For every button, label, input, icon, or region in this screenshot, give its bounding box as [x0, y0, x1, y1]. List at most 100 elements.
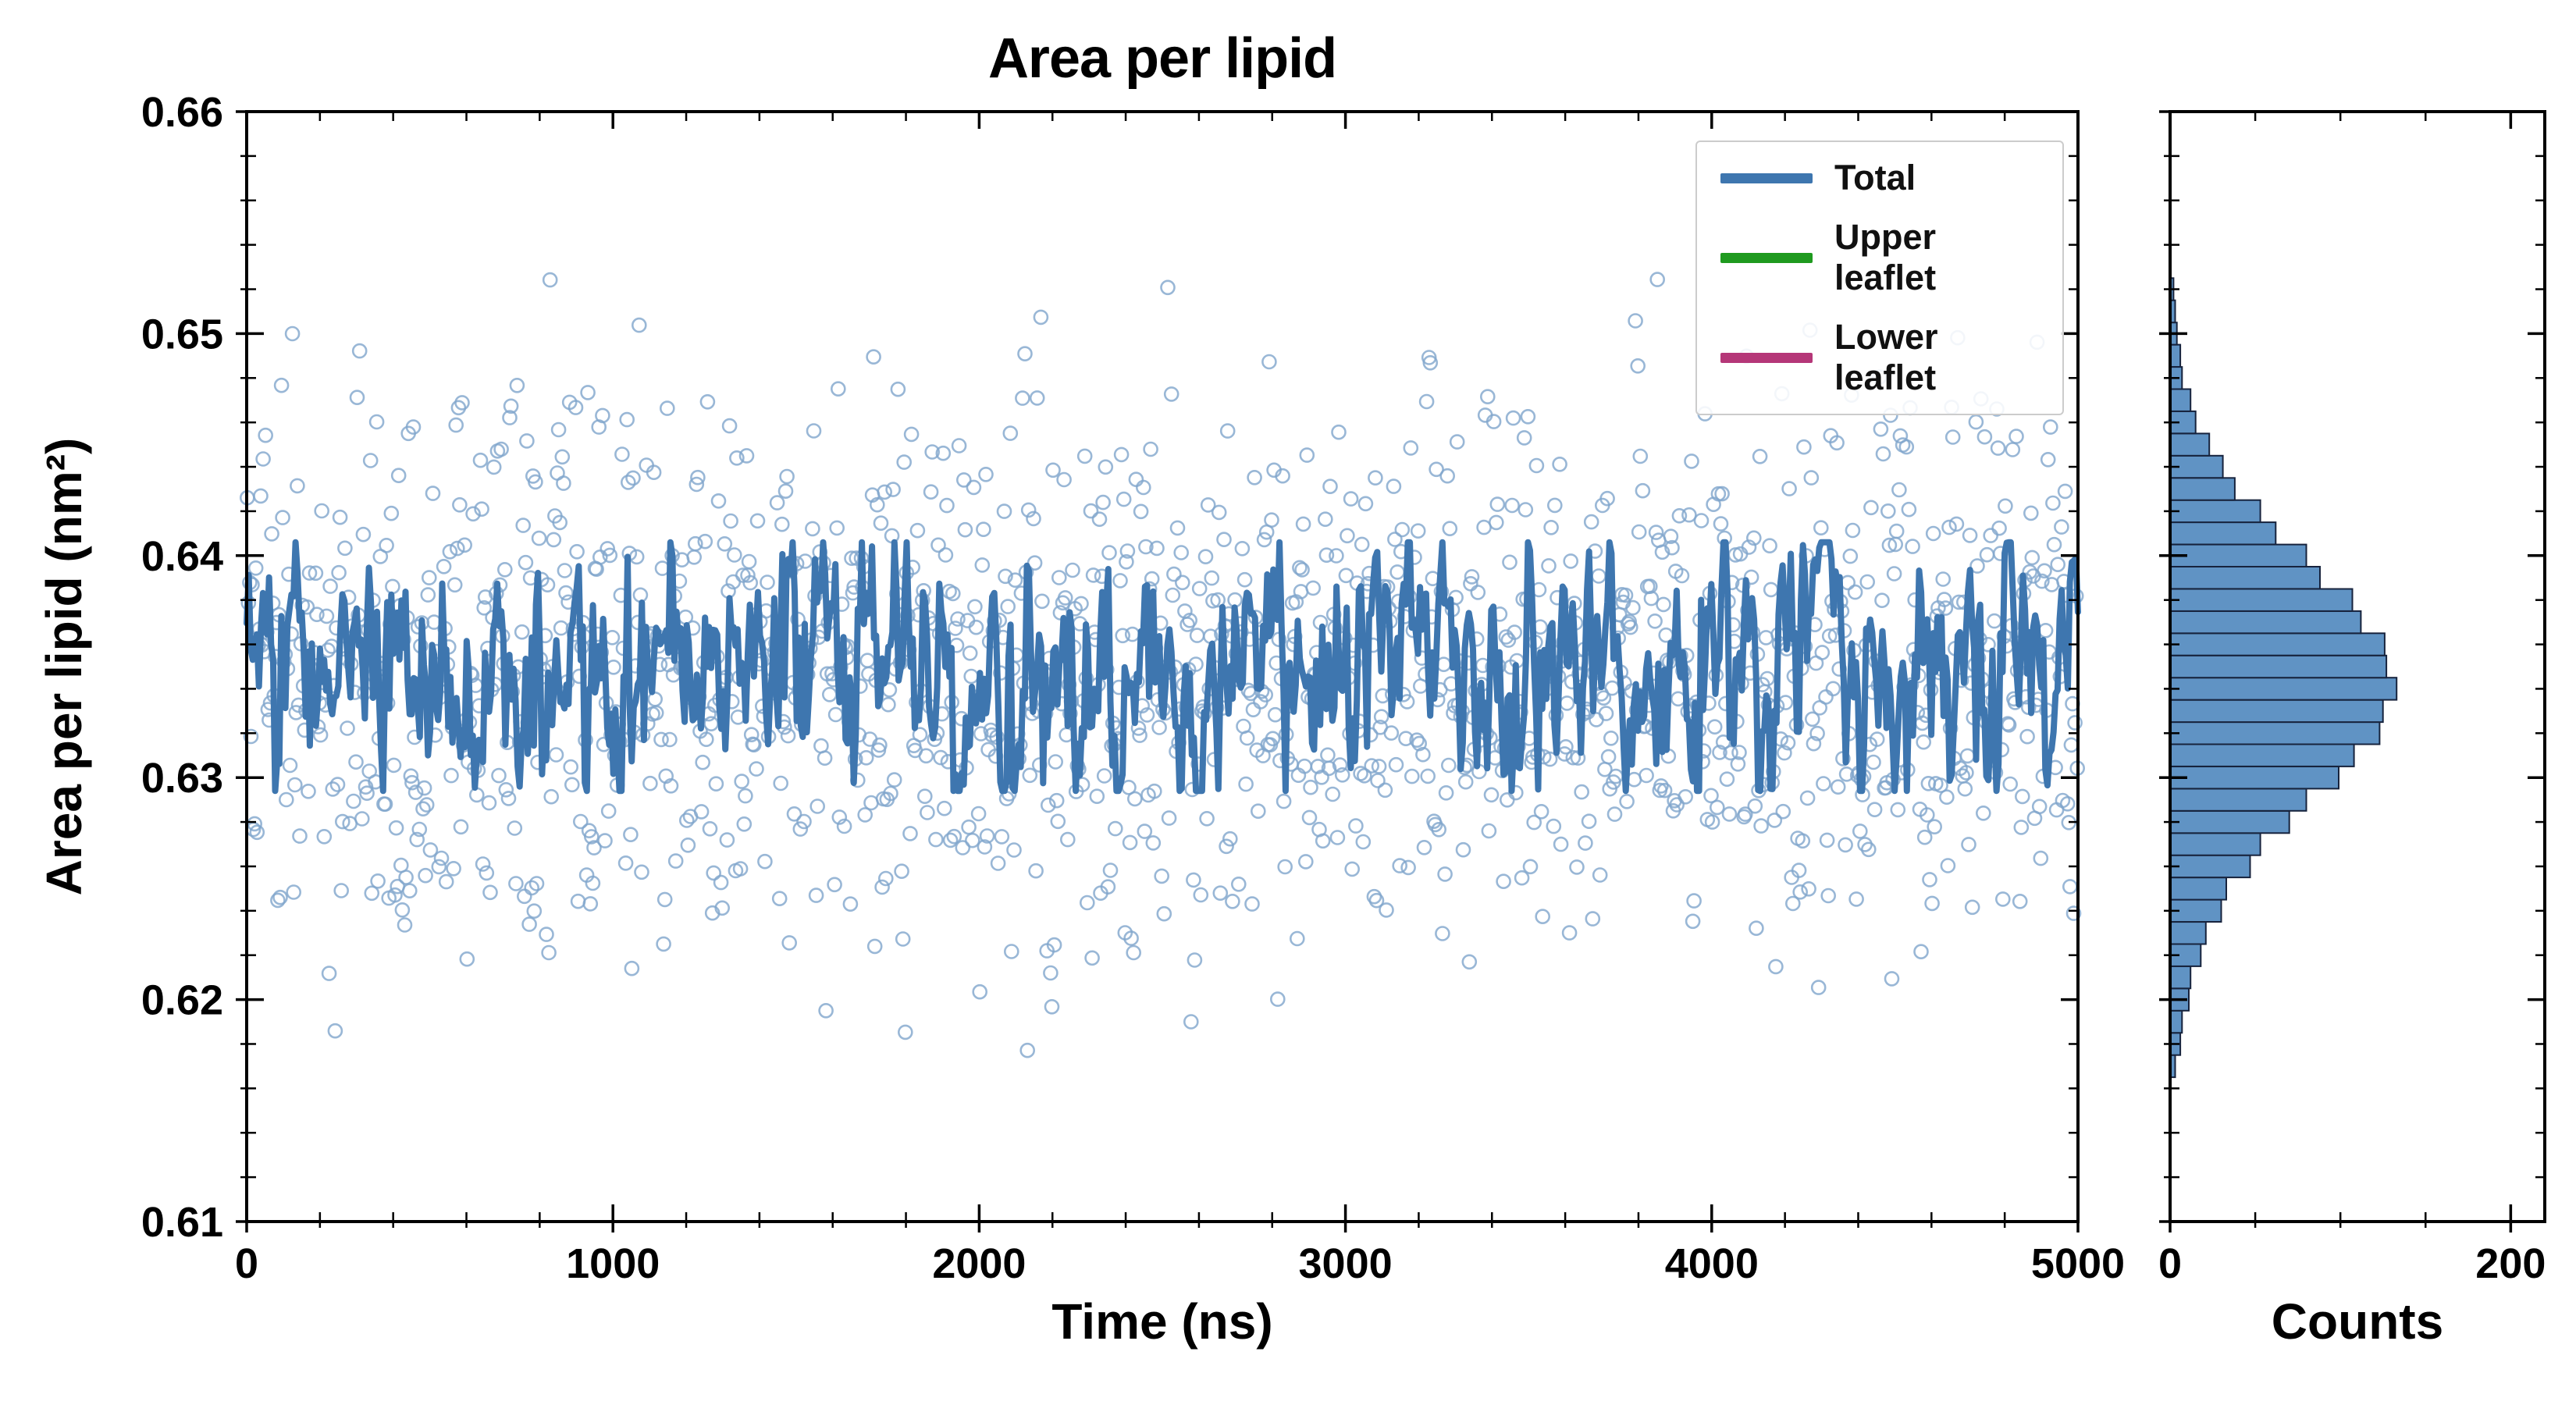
scatter-point [362, 453, 379, 468]
scatter-point [333, 883, 350, 898]
scatter-point [1231, 877, 1247, 892]
scatter-point [2040, 451, 2056, 468]
scatter-point [831, 381, 846, 397]
scatter-point [1553, 836, 1569, 852]
scatter-point [1186, 872, 1201, 888]
scatter-point [663, 777, 679, 794]
scatter-point [531, 530, 547, 546]
scatter-point [965, 832, 980, 848]
scatter-point [449, 540, 465, 557]
scatter-point [1916, 734, 1931, 750]
scatter-point [1017, 346, 1033, 362]
scatter-point [1859, 574, 1875, 590]
scatter-point [1813, 520, 1829, 536]
tick-label: 4000 [1665, 1240, 1759, 1287]
scatter-point [648, 705, 664, 721]
scatter-point [2023, 505, 2039, 521]
tick-label: 0.65 [141, 311, 223, 357]
scatter-point [1073, 596, 1089, 612]
scatter-point [334, 813, 350, 830]
total-line-swatch [1720, 173, 1813, 183]
scatter-point [496, 561, 513, 578]
scatter-point [912, 727, 928, 743]
scatter-point [1686, 893, 1702, 909]
scatter-point [1080, 895, 1095, 911]
scatter-point [1331, 424, 1347, 440]
scatter-point [1600, 749, 1617, 765]
scatter-point [486, 459, 502, 475]
scatter-point [1189, 628, 1205, 643]
scatter-point [639, 457, 655, 473]
scatter-point [1265, 731, 1281, 747]
scatter-point [1455, 841, 1471, 858]
scatter-point [945, 585, 961, 602]
scatter-point [493, 441, 509, 457]
histogram-bar [2169, 1009, 2183, 1034]
scatter-point [1957, 781, 1973, 797]
scatter-point [275, 510, 290, 525]
scatter-point [1139, 707, 1155, 723]
scatter-point [403, 768, 419, 784]
scatter-point [723, 513, 738, 529]
scatter-point [1095, 494, 1111, 510]
scatter-point [1298, 854, 1314, 870]
scatter-point [1277, 859, 1293, 875]
scatter-point [1212, 885, 1229, 901]
scatter-point [321, 966, 337, 981]
scatter-point [415, 801, 431, 816]
scatter-point [1210, 592, 1226, 608]
scatter-point [1149, 540, 1165, 557]
scatter-point [625, 470, 641, 486]
scatter-point [1264, 512, 1279, 528]
scatter-point [713, 874, 729, 891]
scatter-point [729, 450, 745, 466]
scatter-point [1404, 768, 1420, 784]
scatter-point [498, 781, 514, 798]
scatter-point [1795, 833, 1811, 849]
scatter-point [1043, 965, 1059, 981]
scatter-point [972, 984, 987, 1000]
scatter-point [2037, 622, 2054, 638]
scatter-point [1267, 706, 1283, 723]
scatter-point [1848, 891, 1864, 907]
scatter-point [1247, 469, 1262, 486]
scatter-point [1762, 538, 1777, 554]
scatter-point [1416, 840, 1432, 855]
scatter-point [329, 777, 346, 792]
scatter-point [1678, 788, 1693, 805]
scatter-point [1840, 574, 1856, 591]
scatter-point [1065, 562, 1080, 578]
scatter-point [1592, 867, 1608, 883]
scatter-point [1340, 528, 1355, 544]
scatter-point [1371, 759, 1387, 774]
scatter-point [844, 550, 859, 567]
scatter-point [1422, 354, 1439, 371]
scatter-point [2037, 563, 2052, 579]
scatter-point [656, 936, 671, 952]
histogram-bar [2169, 654, 2388, 679]
scatter-point [1845, 522, 1861, 539]
scatter-point [690, 469, 706, 486]
scatter-point [2001, 717, 2017, 733]
scatter-point [1721, 806, 1738, 822]
scatter-point [1810, 980, 1827, 995]
scatter-point [1270, 991, 1286, 1007]
scatter-point [2013, 820, 2030, 835]
scatter-point [1290, 930, 1305, 947]
scatter-point [1914, 715, 1930, 731]
scatter-point [1399, 694, 1415, 710]
scatter-point [398, 870, 414, 885]
scatter-point [1983, 528, 1998, 543]
histogram-bar [2169, 521, 2277, 546]
scatter-point [1916, 829, 1933, 845]
scatter-point [646, 464, 662, 481]
scatter-point [962, 645, 978, 661]
scatter-point [595, 407, 610, 424]
scatter-point [806, 423, 822, 439]
scatter-point [1006, 842, 1022, 858]
scatter-point [401, 883, 418, 898]
scatter-point [1019, 1042, 1035, 1058]
scatter-point [979, 828, 995, 844]
scatter-point [1522, 859, 1539, 875]
scatter-point [282, 757, 298, 774]
